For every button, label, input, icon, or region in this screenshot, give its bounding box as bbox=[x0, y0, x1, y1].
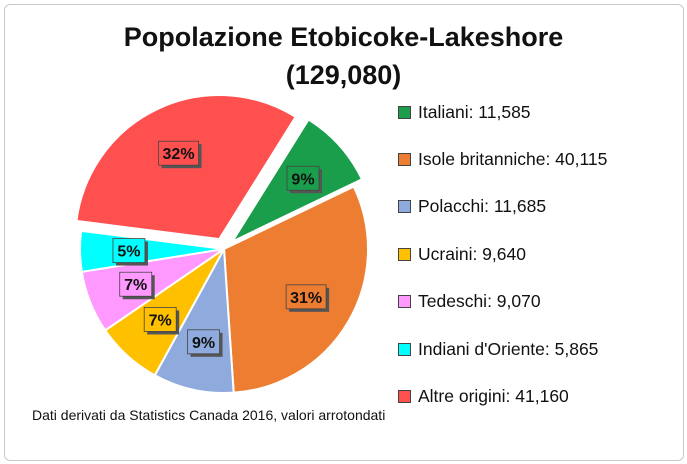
legend-swatch bbox=[398, 152, 411, 166]
legend-swatch bbox=[398, 342, 411, 356]
svg-text:7%: 7% bbox=[124, 277, 147, 294]
svg-text:7%: 7% bbox=[149, 312, 172, 329]
legend-item-2: Polacchi: 11,685 bbox=[398, 195, 546, 219]
legend-item-3: Ucraini: 9,640 bbox=[398, 242, 526, 266]
legend-label: Tedeschi: 9,070 bbox=[418, 291, 541, 312]
slice-label-6: 32% bbox=[158, 140, 202, 169]
slice-label-4: 7% bbox=[119, 271, 155, 300]
pie-slice-2 bbox=[153, 245, 235, 394]
svg-text:32%: 32% bbox=[163, 146, 195, 163]
legend-swatch bbox=[398, 295, 411, 309]
slice-label-1: 31% bbox=[285, 284, 330, 312]
slice-label-0: 9% bbox=[286, 165, 322, 194]
footnote: Dati derivati da Statistics Canada 2016,… bbox=[32, 407, 386, 423]
svg-text:5%: 5% bbox=[117, 244, 140, 261]
legend-label: Indiani d'Oriente: 5,865 bbox=[418, 338, 599, 359]
legend-item-4: Tedeschi: 9,070 bbox=[398, 290, 541, 314]
svg-text:9%: 9% bbox=[192, 335, 215, 352]
slice-label-3: 7% bbox=[143, 307, 180, 335]
svg-text:31%: 31% bbox=[290, 290, 322, 307]
legend-label: Isole britanniche: 40,115 bbox=[418, 148, 608, 169]
legend-item-6: Altre origini: 41,160 bbox=[398, 384, 569, 408]
legend-swatch bbox=[398, 105, 411, 119]
legend-swatch bbox=[398, 247, 411, 261]
chart-subtitle: (129,080) bbox=[285, 60, 402, 90]
legend-item-0: Italiani: 11,585 bbox=[398, 100, 531, 124]
legend-swatch bbox=[398, 389, 411, 403]
chart-title: Popolazione Etobicoke-Lakeshore bbox=[123, 22, 564, 52]
legend-label: Ucraini: 9,640 bbox=[418, 243, 526, 264]
legend-label: Italiani: 11,585 bbox=[418, 101, 531, 122]
legend-item-1: Isole britanniche: 40,115 bbox=[398, 147, 607, 171]
slice-label-2: 9% bbox=[187, 329, 223, 357]
legend-label: Altre origini: 41,160 bbox=[418, 385, 569, 406]
svg-text:9%: 9% bbox=[291, 171, 314, 188]
legend-swatch bbox=[398, 200, 411, 214]
legend-item-5: Indiani d'Oriente: 5,865 bbox=[398, 337, 598, 361]
slice-label-5: 5% bbox=[112, 238, 148, 266]
legend-label: Polacchi: 11,685 bbox=[418, 196, 547, 217]
